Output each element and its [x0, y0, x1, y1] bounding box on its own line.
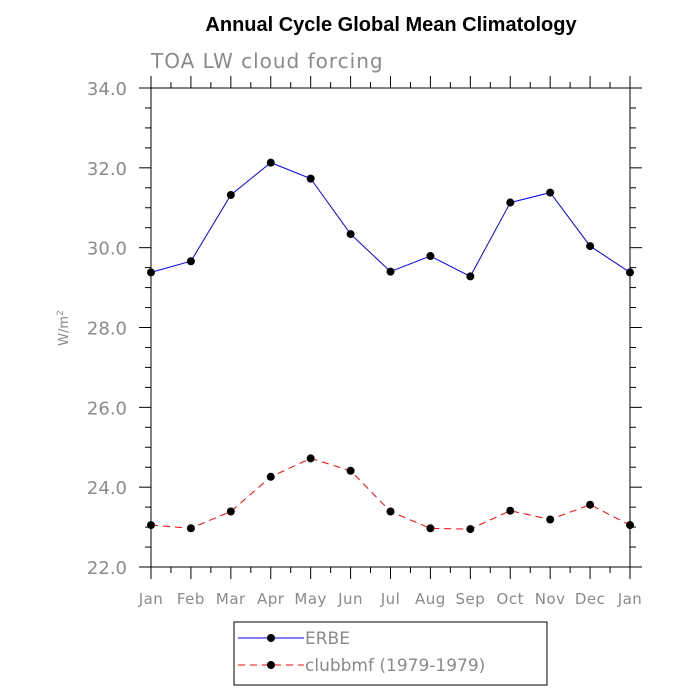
- series-0-point: [466, 272, 475, 281]
- x-tick-label: Dec: [575, 590, 606, 608]
- y-tick-label: 22.0: [87, 558, 127, 579]
- series-1-point: [626, 521, 634, 530]
- series-0-point: [426, 252, 435, 261]
- series-1-point: [586, 500, 595, 509]
- x-tick-labels: Jan Feb Mar Apr May Jun Jul Aug Sep Oct Nov Dec Jan: [138, 590, 643, 608]
- x-tick-label: Sep: [455, 590, 485, 608]
- y-tick-label: 34.0: [87, 79, 127, 100]
- y-tick-labels: 22.0 24.0 26.0 28.0 30.0 32.0 34.0: [87, 79, 127, 579]
- series-1-point: [186, 524, 195, 533]
- series-1-point: [147, 521, 155, 530]
- series-1-point: [346, 466, 355, 475]
- x-tick-label: Apr: [257, 590, 285, 608]
- series-0-point: [266, 158, 275, 167]
- series-0-point: [626, 268, 634, 277]
- series-1-point: [466, 525, 475, 534]
- series-0-point: [586, 242, 595, 251]
- x-tick-label: Oct: [497, 590, 524, 608]
- y-axis-label: W/m2: [56, 310, 72, 346]
- x-tick-label: Feb: [177, 590, 205, 608]
- series-0-point: [226, 190, 235, 199]
- legend-marker-clubbmf: [267, 661, 275, 669]
- series-0-point: [346, 230, 355, 239]
- series-line-0: [150, 162, 631, 278]
- chart-title: Annual Cycle Global Mean Climatology: [205, 14, 577, 36]
- series-0-point: [147, 268, 155, 277]
- series-line-1: [150, 457, 631, 530]
- y-tick-label: 26.0: [87, 398, 127, 419]
- x-tick-label: Mar: [216, 590, 246, 608]
- series-layer: [147, 158, 634, 534]
- y-axis-label-superscript: 2: [56, 310, 66, 316]
- series-0-point: [506, 198, 515, 207]
- plot-frame: [150, 87, 631, 568]
- x-tick-label: Aug: [415, 590, 446, 608]
- series-1-point: [226, 507, 235, 516]
- series-1-point: [266, 472, 275, 481]
- x-tick-label: Jul: [380, 590, 401, 608]
- legend: ERBE clubbmf (1979-1979): [233, 621, 548, 686]
- series-1-point: [426, 524, 435, 533]
- legend-marker-erbe: [267, 634, 275, 642]
- series-1-point: [386, 507, 395, 516]
- chart-subtitle: TOA LW cloud forcing: [150, 49, 384, 73]
- y-axis-label-text: W/m: [57, 316, 72, 346]
- series-0-point: [186, 257, 195, 266]
- legend-box: [233, 621, 548, 686]
- legend-label-clubbmf: clubbmf (1979-1979): [305, 656, 485, 676]
- y-tick-label: 32.0: [87, 159, 127, 180]
- x-tick-label: Nov: [535, 590, 566, 608]
- y-tick-label: 28.0: [87, 319, 127, 340]
- legend-label-erbe: ERBE: [305, 629, 350, 649]
- series-1-point: [546, 515, 555, 524]
- series-0-point: [546, 188, 555, 197]
- x-tick-label: May: [294, 590, 327, 608]
- series-1-point: [306, 454, 315, 463]
- axis-ticks: [139, 76, 642, 579]
- x-tick-label: Jan: [617, 590, 643, 608]
- series-0-point: [386, 267, 395, 276]
- x-tick-label: Jan: [138, 590, 164, 608]
- series-0-point: [306, 174, 315, 183]
- y-tick-label: 30.0: [87, 239, 127, 260]
- series-1-point: [506, 506, 515, 515]
- x-tick-label: Jun: [337, 590, 363, 608]
- y-tick-label: 24.0: [87, 478, 127, 499]
